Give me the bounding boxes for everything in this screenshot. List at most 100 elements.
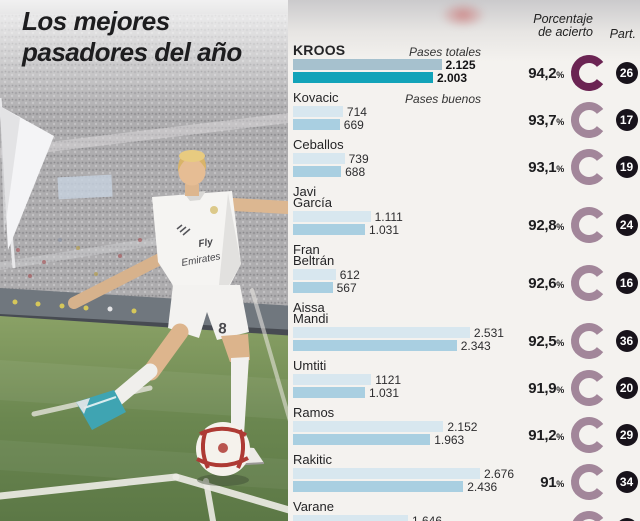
matches-badge-cell: 34 bbox=[614, 470, 639, 494]
player-name: Ramos bbox=[293, 405, 335, 420]
player-left-thigh bbox=[142, 323, 189, 381]
club-crest bbox=[210, 206, 218, 214]
accuracy-value: 92,6% bbox=[528, 274, 564, 292]
player-name: Ceballos bbox=[293, 137, 344, 152]
player-bars-block: Fran Beltrán 612 567 bbox=[293, 243, 517, 295]
shirt-sponsor-fly: Fly bbox=[198, 237, 215, 250]
matches-badge: 26 bbox=[615, 62, 638, 84]
player-row: Ramos 2.152 1.963 91,2% 29 bbox=[293, 405, 640, 453]
accuracy-value: 90,8% bbox=[517, 517, 564, 521]
player-row: Javi García 1.111 1.031 92,8% 24 bbox=[293, 185, 640, 243]
accuracy-donut-icon bbox=[564, 511, 614, 521]
bar-pases-totales bbox=[293, 153, 345, 164]
bar-pases-totales bbox=[293, 421, 444, 432]
player-row: Pases buenos Kovacic 714 669 93,7% 17 bbox=[293, 91, 640, 138]
player-bars-block: Javi García 1.111 1.031 bbox=[293, 185, 517, 237]
accuracy-donut-icon bbox=[564, 207, 614, 243]
shorts-number: 8 bbox=[218, 320, 228, 338]
bar-pases-totales bbox=[293, 515, 408, 521]
bar-pases-buenos bbox=[293, 72, 433, 83]
player-name: Umtiti bbox=[293, 358, 327, 373]
value-pases-totales: 1121 bbox=[375, 372, 402, 387]
matches-badge: 36 bbox=[615, 330, 638, 352]
player-bars-block: Pases buenos Kovacic 714 669 bbox=[293, 91, 517, 132]
matches-badge-cell: 16 bbox=[614, 271, 639, 295]
led-screen bbox=[57, 174, 113, 200]
chart-panel: Porcentaje de acierto Part. Pases totales… bbox=[288, 0, 640, 521]
player-name: Fran Beltrán bbox=[293, 242, 335, 268]
bar-pases-buenos bbox=[293, 387, 365, 398]
bar-pases-buenos bbox=[293, 119, 340, 130]
series-label: Pases totales bbox=[408, 45, 481, 59]
matches-badge: 34 bbox=[615, 471, 638, 493]
accuracy-value: 93,7% bbox=[528, 111, 564, 129]
value-pases-buenos: 1.031 bbox=[369, 222, 400, 237]
column-header-accuracy: Porcentaje de acierto bbox=[533, 12, 593, 39]
accuracy-value: 94,2% bbox=[528, 64, 564, 82]
player-name: Javi García bbox=[293, 184, 333, 210]
value-pases-totales: 1.646 bbox=[412, 513, 443, 521]
accuracy-value: 91,2% bbox=[528, 426, 564, 444]
player-shorts bbox=[168, 285, 249, 340]
player-figure: Fly Emirates 8 bbox=[68, 150, 296, 486]
player-left-arm bbox=[68, 252, 168, 309]
matches-badge: 16 bbox=[615, 272, 638, 294]
accuracy-value: 91,9% bbox=[528, 379, 564, 397]
accuracy-donut-icon bbox=[564, 55, 614, 91]
matches-badge-cell: 26 bbox=[614, 61, 639, 85]
value-pases-totales: 2.531 bbox=[473, 325, 504, 340]
value-pases-buenos: 2.436 bbox=[467, 479, 498, 494]
bar-pases-totales bbox=[293, 59, 442, 70]
matches-badge-cell: 30 bbox=[614, 517, 639, 521]
player-row: Aissa Mandi 2.531 2.343 92,5% 36 bbox=[293, 301, 640, 359]
bar-pases-buenos bbox=[293, 224, 365, 235]
player-bars-block: Aissa Mandi 2.531 2.343 bbox=[293, 301, 517, 353]
matches-badge: 20 bbox=[615, 377, 638, 399]
bar-pases-totales bbox=[293, 269, 336, 280]
bar-pases-buenos bbox=[293, 166, 342, 177]
matches-badge: 30 bbox=[615, 518, 638, 521]
matches-badge-cell: 20 bbox=[614, 376, 639, 400]
corner-flag bbox=[0, 97, 54, 269]
matches-badge-cell: 24 bbox=[614, 213, 639, 237]
player-bars-block: Ceballos 739 688 bbox=[293, 138, 517, 179]
player-shirt bbox=[152, 191, 241, 287]
value-pases-totales: 2.125 bbox=[445, 57, 476, 72]
value-pases-totales: 612 bbox=[339, 267, 360, 282]
accuracy-donut-icon bbox=[564, 417, 614, 453]
player-right-arm bbox=[217, 197, 296, 215]
accuracy-value: 92,8% bbox=[528, 216, 564, 234]
football-icon bbox=[196, 422, 250, 476]
value-pases-totales: 714 bbox=[346, 104, 367, 119]
player-bars-block: Umtiti 1121 1.031 bbox=[293, 359, 517, 400]
player-bars-block: Rakitic 2.676 2.436 bbox=[293, 453, 517, 494]
matches-badge-cell: 29 bbox=[614, 423, 639, 447]
player-row: Fran Beltrán 612 567 92,6% 16 bbox=[293, 243, 640, 301]
page-title: Los mejores pasadores del año bbox=[22, 6, 242, 67]
bar-pases-totales bbox=[293, 468, 480, 479]
accuracy-donut-icon bbox=[564, 323, 614, 359]
player-name: Varane bbox=[293, 499, 334, 514]
stadium-photo: Fly Emirates 8 bbox=[0, 0, 296, 521]
matches-badge: 19 bbox=[615, 156, 638, 178]
value-pases-totales: 1.111 bbox=[374, 209, 403, 224]
player-name: Aissa Mandi bbox=[293, 300, 329, 326]
bar-pases-totales bbox=[293, 106, 343, 117]
value-pases-buenos: 669 bbox=[343, 117, 364, 132]
column-header-matches: Part. bbox=[609, 27, 636, 41]
accuracy-donut-icon bbox=[564, 149, 614, 185]
accuracy-donut-icon bbox=[564, 102, 614, 138]
player-row: Ceballos 739 688 93,1% 19 bbox=[293, 138, 640, 185]
value-pases-buenos: 1.031 bbox=[369, 385, 400, 400]
bar-pases-buenos bbox=[293, 340, 457, 351]
accuracy-donut-icon bbox=[564, 464, 614, 500]
matches-badge-cell: 19 bbox=[614, 155, 639, 179]
matches-badge-cell: 36 bbox=[614, 329, 639, 353]
bar-pases-totales bbox=[293, 374, 372, 385]
player-name: Rakitic bbox=[293, 452, 333, 467]
bench-people bbox=[12, 299, 137, 314]
accuracy-value: 91% bbox=[540, 473, 564, 491]
player-head bbox=[178, 158, 206, 186]
value-pases-buenos: 567 bbox=[336, 280, 357, 295]
